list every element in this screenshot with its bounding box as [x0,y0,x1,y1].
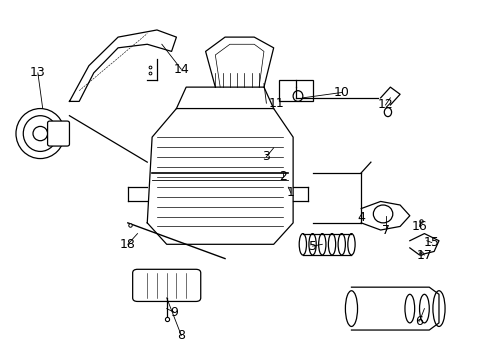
Text: 1: 1 [286,186,294,199]
Text: 8: 8 [177,329,185,342]
Text: 18: 18 [120,238,136,251]
Text: 15: 15 [423,236,439,249]
Text: 11: 11 [268,97,284,110]
FancyBboxPatch shape [132,269,201,301]
Text: 16: 16 [411,220,427,233]
Text: 6: 6 [415,315,423,328]
Text: 9: 9 [170,306,178,319]
Text: 2: 2 [279,170,287,183]
Text: 17: 17 [416,248,431,261]
Text: 14: 14 [173,63,189,76]
Text: 10: 10 [333,86,349,99]
Text: 13: 13 [30,66,46,79]
Text: 7: 7 [381,224,389,237]
Bar [278,80,312,102]
Text: 5: 5 [308,240,316,253]
FancyBboxPatch shape [47,121,69,146]
Text: 3: 3 [262,150,270,163]
Text: 4: 4 [357,211,365,224]
Text: 12: 12 [377,99,392,112]
